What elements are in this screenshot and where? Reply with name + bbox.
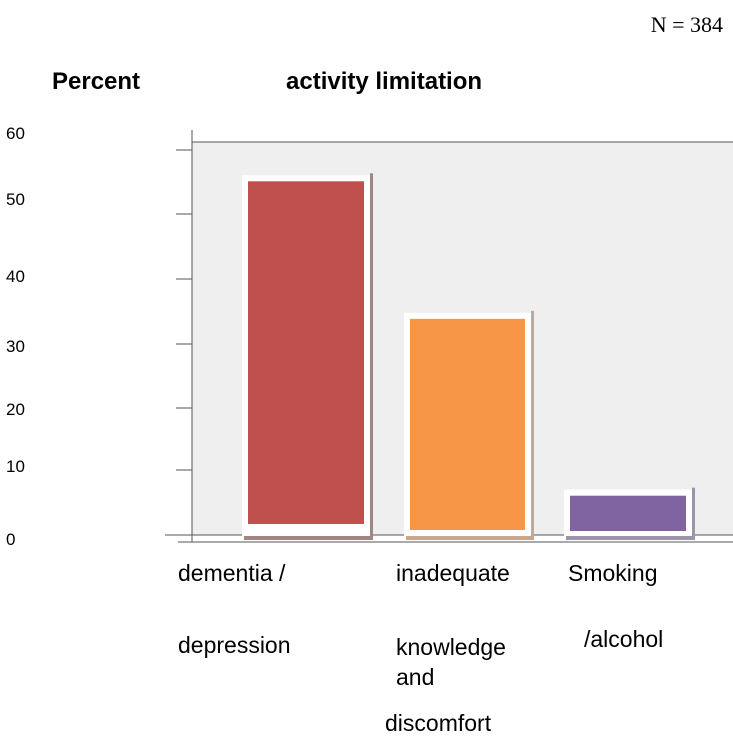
category-label-inadequate-line1: inadequate bbox=[396, 560, 510, 586]
y-tick-label-0: 0 bbox=[6, 530, 16, 549]
category-label-smoking-line2: /alcohol bbox=[584, 626, 664, 652]
y-tick-label-30: 30 bbox=[6, 337, 25, 356]
bar-shadow-right bbox=[531, 310, 534, 539]
bar bbox=[248, 181, 364, 525]
category-label-inadequate-line4: discomfort bbox=[385, 710, 492, 736]
bar-shadow-bottom bbox=[406, 536, 534, 540]
category-label-inadequate-line3: and bbox=[396, 664, 435, 690]
bar-shadow-bottom bbox=[566, 536, 695, 540]
chart-title-activity-limitation: activity limitation bbox=[286, 68, 483, 95]
bar bbox=[410, 318, 525, 530]
y-tick-label-60: 60 bbox=[6, 124, 25, 143]
bar-shadow-right bbox=[370, 173, 373, 540]
category-label-inadequate-line2: knowledge bbox=[396, 634, 506, 660]
bar bbox=[570, 495, 686, 531]
y-tick-label-10: 10 bbox=[6, 457, 25, 476]
bar-shadow-right bbox=[692, 487, 695, 539]
y-tick-label-50: 50 bbox=[6, 190, 25, 209]
y-tick-label-40: 40 bbox=[6, 267, 25, 286]
category-label-dementia-line1: dementia / bbox=[178, 560, 286, 586]
chart-title-percent: Percent bbox=[52, 68, 141, 95]
sample-size-note: N = 384 bbox=[650, 12, 723, 37]
bar-shadow-bottom bbox=[244, 536, 373, 540]
y-tick-label-20: 20 bbox=[6, 400, 25, 419]
category-label-dementia-line2: depression bbox=[178, 632, 291, 658]
category-label-smoking-line1: Smoking bbox=[568, 560, 658, 586]
